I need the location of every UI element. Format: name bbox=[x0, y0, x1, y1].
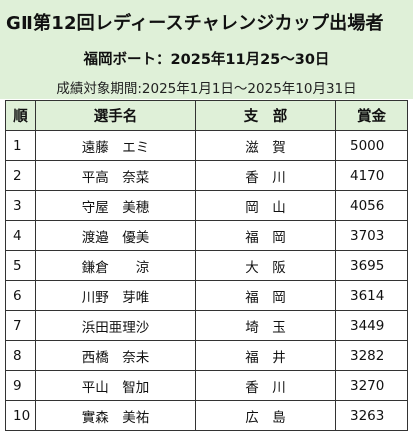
rank-cell: 8 bbox=[5, 340, 36, 371]
participants-table: 順 選手名 支 部 賞金 1 遠藤 エミ滋 賀 5000 2 平高 奈菜香 川 4170 3… bbox=[5, 100, 408, 431]
table-row: 10 實森 美祐広 島 3263 bbox=[5, 400, 408, 431]
branch-cell: 岡 山 bbox=[195, 190, 336, 221]
rank-cell: 6 bbox=[5, 280, 36, 311]
column-header-name: 選手名 bbox=[35, 100, 196, 131]
column-header-branch: 支 部 bbox=[195, 100, 336, 131]
branch-cell: 福 岡 bbox=[195, 280, 336, 311]
rank-cell: 3 bbox=[5, 190, 36, 221]
rank-cell: 10 bbox=[5, 400, 36, 431]
rank-cell: 1 bbox=[5, 130, 36, 161]
name-cell: 守屋 美穂 bbox=[35, 190, 196, 221]
table-row: 9 平山 智加香 川 3270 bbox=[5, 370, 408, 401]
name-cell: 川野 芽唯 bbox=[35, 280, 196, 311]
branch-cell: 滋 賀 bbox=[195, 130, 336, 161]
prize-cell: 3695 bbox=[335, 250, 408, 281]
table-row: 8 西橋 奈未福 井 3282 bbox=[5, 340, 408, 371]
prize-cell: 4056 bbox=[335, 190, 408, 221]
name-cell: 遠藤 エミ bbox=[35, 130, 196, 161]
table-row: 2 平高 奈菜香 川 4170 bbox=[5, 160, 408, 191]
table-row: 7 浜田亜理沙埼 玉 3449 bbox=[5, 310, 408, 341]
branch-cell: 香 川 bbox=[195, 160, 336, 191]
branch-cell: 福 井 bbox=[195, 340, 336, 371]
prize-cell: 3263 bbox=[335, 400, 408, 431]
branch-cell: 香 川 bbox=[195, 370, 336, 401]
rank-cell: 2 bbox=[5, 160, 36, 191]
column-header-rank: 順 bbox=[5, 100, 36, 131]
table-row: 5 鎌倉 涼大 阪 3695 bbox=[5, 250, 408, 281]
prize-cell: 4170 bbox=[335, 160, 408, 191]
name-cell: 浜田亜理沙 bbox=[35, 310, 196, 341]
name-cell: 渡邉 優美 bbox=[35, 220, 196, 251]
name-cell: 西橋 奈未 bbox=[35, 340, 196, 371]
table-header-row: 順 選手名 支 部 賞金 bbox=[5, 100, 408, 131]
prize-cell: 3614 bbox=[335, 280, 408, 311]
rank-cell: 9 bbox=[5, 370, 36, 401]
prize-cell: 3270 bbox=[335, 370, 408, 401]
prize-cell: 3703 bbox=[335, 220, 408, 251]
rank-cell: 7 bbox=[5, 310, 36, 341]
branch-cell: 福 岡 bbox=[195, 220, 336, 251]
name-cell: 鎌倉 涼 bbox=[35, 250, 196, 281]
table-row: 1 遠藤 エミ滋 賀 5000 bbox=[5, 130, 408, 161]
name-cell: 平高 奈菜 bbox=[35, 160, 196, 191]
prize-cell: 5000 bbox=[335, 130, 408, 161]
rank-cell: 4 bbox=[5, 220, 36, 251]
venue-dates: 福岡ボート：2025年11月25〜30日 bbox=[83, 52, 330, 68]
branch-cell: 埼 玉 bbox=[195, 310, 336, 341]
name-cell: 實森 美祐 bbox=[35, 400, 196, 431]
prize-cell: 3449 bbox=[335, 310, 408, 341]
header-banner: GⅡ第12回レディースチャレンジカップ出場者 福岡ボート：2025年11月25〜… bbox=[0, 0, 413, 99]
evaluation-period: 成績対象期間:2025年1月1日〜2025年10月31日 bbox=[56, 81, 357, 97]
branch-cell: 広 島 bbox=[195, 400, 336, 431]
branch-cell: 大 阪 bbox=[195, 250, 336, 281]
name-cell: 平山 智加 bbox=[35, 370, 196, 401]
table-row: 4 渡邉 優美福 岡 3703 bbox=[5, 220, 408, 251]
rank-cell: 5 bbox=[5, 250, 36, 281]
page-title: GⅡ第12回レディースチャレンジカップ出場者 bbox=[6, 13, 384, 34]
table-row: 3 守屋 美穂岡 山 4056 bbox=[5, 190, 408, 221]
column-header-prize: 賞金 bbox=[335, 100, 408, 131]
prize-cell: 3282 bbox=[335, 340, 408, 371]
table-row: 6 川野 芽唯福 岡 3614 bbox=[5, 280, 408, 311]
